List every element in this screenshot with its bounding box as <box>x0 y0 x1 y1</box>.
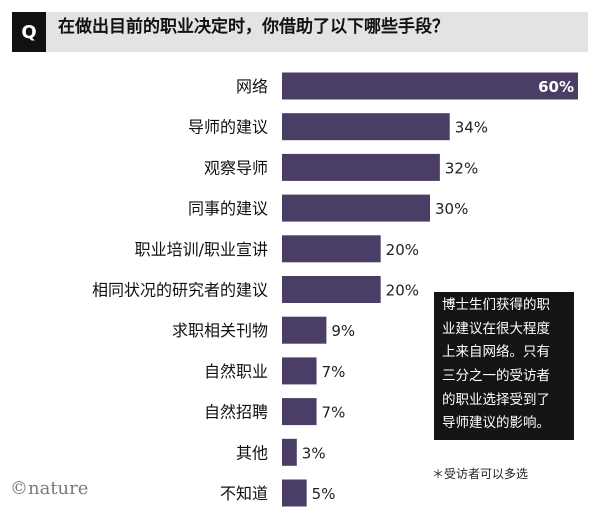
bar <box>282 479 307 507</box>
nature-logo: ©nature <box>10 478 89 499</box>
category-label: 相同状况的研究者的建议 <box>92 281 268 300</box>
question-title: 在做出目前的职业决定时，你借助了以下哪些手段？ <box>58 17 449 37</box>
category-label: 同事的建议 <box>188 199 268 218</box>
bar <box>282 153 440 181</box>
value-label: 60% <box>538 78 574 96</box>
bar <box>282 357 317 385</box>
value-label: 34% <box>455 119 488 137</box>
question-badge: Q <box>12 12 46 52</box>
bar <box>282 72 578 100</box>
bar <box>282 276 381 303</box>
category-label: 网络 <box>236 77 268 96</box>
category-label: 自然招聘 <box>204 403 268 422</box>
category-label: 其他 <box>236 443 268 462</box>
value-label: 5% <box>312 485 336 503</box>
bar <box>282 113 450 141</box>
value-label: 32% <box>445 159 478 177</box>
footnote: ＊受访者可以多选 <box>432 467 529 481</box>
category-label: 不知道 <box>220 484 268 503</box>
value-label: 3% <box>302 444 326 462</box>
value-label: 30% <box>435 200 468 218</box>
category-label: 导师的建议 <box>188 118 268 137</box>
value-label: 20% <box>386 282 419 300</box>
callout-box: 博士生们获得的职 业建议在很大程度 上来自网络。只有 三分之一的受访者 的职业选… <box>434 292 574 440</box>
bar <box>282 438 297 466</box>
category-label: 求职相关刊物 <box>172 321 268 340</box>
bar <box>282 398 317 426</box>
category-label: 观察导师 <box>204 158 268 177</box>
category-label: 自然职业 <box>204 362 268 381</box>
bar <box>282 235 381 263</box>
value-label: 9% <box>331 322 355 340</box>
value-label: 20% <box>386 241 419 259</box>
bar <box>282 316 327 344</box>
bar <box>282 194 430 222</box>
value-label: 7% <box>322 404 346 422</box>
category-label: 职业培训/职业宣讲 <box>135 240 268 259</box>
question-header: Q 在做出目前的职业决定时，你借助了以下哪些手段？ <box>12 12 588 52</box>
value-label: 7% <box>322 363 346 381</box>
